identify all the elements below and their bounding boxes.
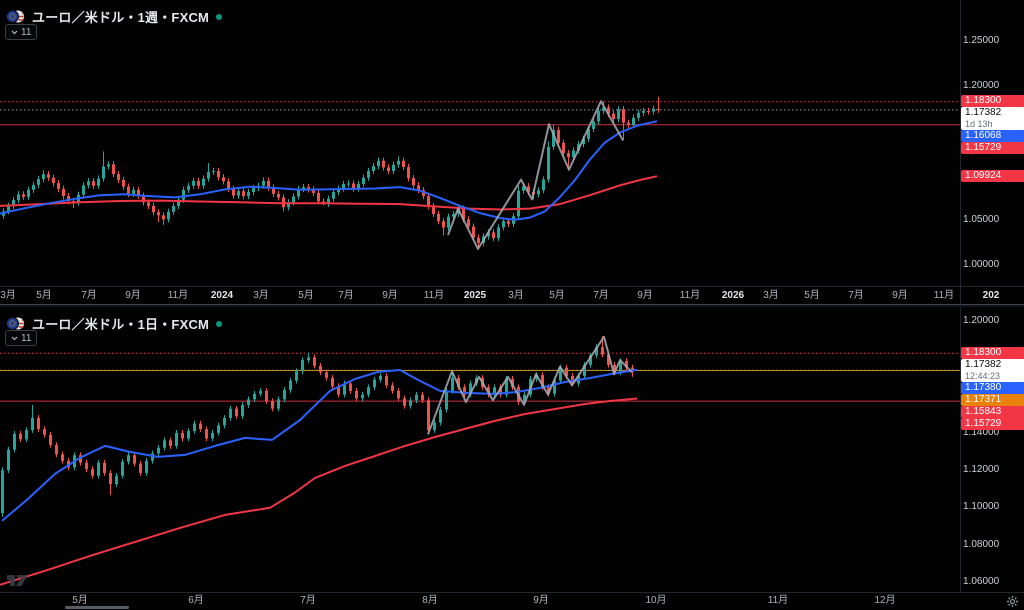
price-level-label: 1.17371 [961,393,1024,406]
price-level-label: 1.16068 [961,130,1024,143]
time-tick: 2024 [210,290,234,301]
price-axis-daily[interactable]: 1.200001.180001.160001.140001.120001.100… [960,300,1024,592]
price-tick: 1.20000 [963,315,1000,326]
current-price-label: 1.17382 12:44:23 [961,358,1024,382]
candlestick-series [1,336,634,517]
market-open-dot[interactable] [216,13,223,20]
pane-divider[interactable] [0,304,1024,305]
time-tick: 8月 [422,595,438,606]
time-tick: 202 [982,290,1000,301]
price-level-label: 1.15729 [961,142,1024,155]
time-tick: 6月 [188,595,204,606]
time-axis-daily[interactable]: 5月 6月 7月 8月 9月 10月 11月 12月 [0,593,1024,610]
symbol-title-weekly[interactable]: ユーロ／米ドル・1週・FXCM [32,10,210,25]
pane-1[interactable] [0,335,960,586]
eurusd-pair-icon [6,10,25,23]
ma-line-blue[interactable] [0,120,658,221]
eurusd-pair-icon [6,317,25,330]
time-tick: 7月 [593,290,609,301]
indicators-count: 11 [21,332,32,344]
time-tick: 9月 [892,290,908,301]
price-tick: 1.06000 [963,576,1000,587]
indicators-count: 11 [21,26,32,38]
time-tick: 5月 [36,290,52,301]
market-open-dot[interactable] [216,320,223,327]
price-level-label: 1.18300 [961,95,1024,108]
price-tick: 1.14000 [963,426,1000,438]
price-tick: 1.20000 [963,80,1000,91]
price-tick: 1.08000 [963,538,1000,550]
price-tick: 1.25000 [963,35,1000,47]
price-level-label: 1.15729 [961,417,1024,430]
price-level-label: 1.17380 [961,381,1024,394]
time-tick: 9月 [125,290,141,301]
time-tick: 9月 [533,595,549,606]
time-tick: 2026 [721,290,745,301]
time-tick: 5月 [804,290,820,301]
time-tick: 3月 [508,290,524,301]
time-tick: 5月 [549,290,565,301]
price-level-label: 1.18300 [961,346,1024,359]
time-tick: 7月 [81,290,97,301]
price-level-label: 1.15843 [961,405,1024,418]
zigzag-line[interactable] [447,100,624,250]
current-price-label: 1.17382 1d 13h [961,107,1024,131]
zigzag-line[interactable] [427,335,633,435]
time-tick: 11月 [423,290,445,301]
time-tick: 11月 [679,290,701,301]
bar-countdown: 1d 13h [965,119,993,130]
price-axis-border [960,0,961,592]
time-tick: 7月 [848,290,864,301]
legend-weekly[interactable]: ユーロ／米ドル・1週・FXCM [6,7,223,26]
time-tick: 9月 [382,290,398,301]
time-tick: 9月 [637,290,653,301]
time-axis-weekly[interactable]: 3月 5月 7月 9月 11月 2024 3月 5月 7月 9月 11月 2025 3月 5月 7月 9月 11… [0,288,1024,306]
time-tick: 12月 [874,595,896,606]
chevron-down-icon [11,30,18,34]
ma-line-blue[interactable] [1,368,638,522]
time-tick: 11月 [767,595,789,606]
time-tick: 3月 [253,290,269,301]
ma-line-red[interactable] [0,175,658,211]
indicators-collapsed-button-weekly[interactable]: 11 [5,24,38,40]
horizontal-scrollbar[interactable] [65,606,129,609]
chevron-down-icon [11,336,18,340]
price-level-label: 1.09924 [961,170,1024,183]
price-tick: 1.05000 [963,214,1000,226]
tradingview-logo-watermark [7,570,29,591]
price-tick: 1.10000 [963,501,1000,513]
pane-0[interactable] [0,96,960,250]
price-tick: 1.12000 [963,464,1000,476]
price-axis-weekly[interactable]: 1.250001.200001.150001.100001.050001.000… [960,0,1024,286]
time-tick: 11月 [167,290,189,301]
bar-countdown: 12:44:23 [965,370,1001,381]
symbol-title-daily[interactable]: ユーロ／米ドル・1日・FXCM [32,317,210,332]
time-tick: 5月 [72,595,88,606]
time-tick: 7月 [338,290,354,301]
legend-daily[interactable]: ユーロ／米ドル・1日・FXCM [6,314,223,333]
time-tick: 10月 [645,595,667,606]
time-tick: 3月 [0,290,16,301]
time-tick: 5月 [298,290,314,301]
gear-icon[interactable] [1006,595,1019,610]
price-tick: 1.00000 [963,259,1000,270]
time-tick: 2025 [463,290,487,301]
candlestick-series [2,96,660,250]
ma-line-red[interactable] [0,397,638,586]
indicators-collapsed-button-daily[interactable]: 11 [5,330,38,346]
time-tick: 11月 [933,290,955,301]
time-tick: 3月 [763,290,779,301]
time-tick: 7月 [300,595,316,606]
